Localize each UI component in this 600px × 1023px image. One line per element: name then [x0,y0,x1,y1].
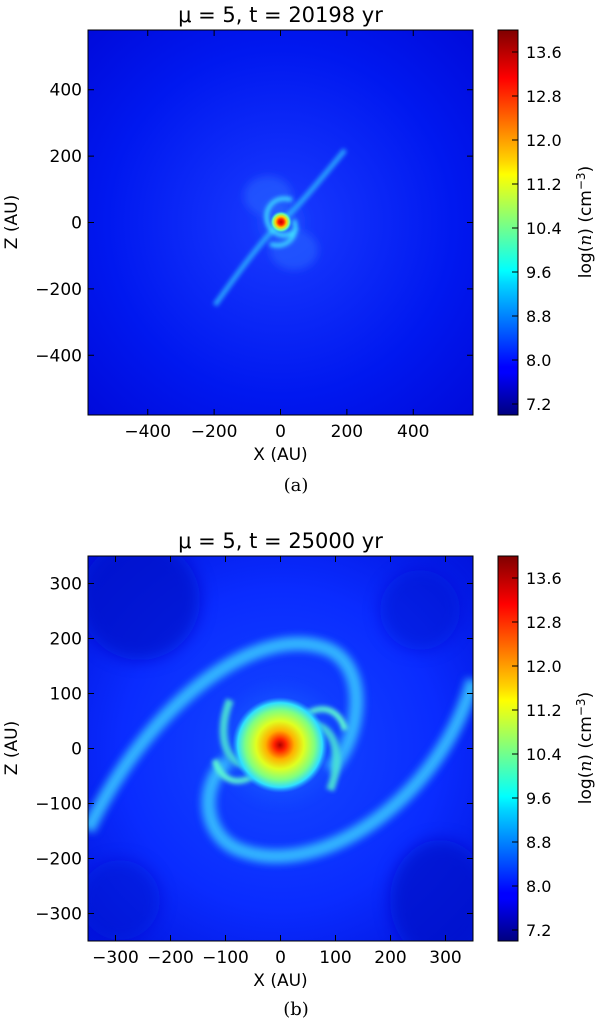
y-tick-label: 200 [50,630,82,650]
panel-a-title: μ = 5, t = 20198 yr [178,3,383,27]
x-tick-label: 400 [397,422,429,442]
colorbar-tick-label: 10.4 [526,745,562,764]
panel-a-colorbar-frame [497,29,519,416]
colorbar-tick-label: 8.0 [526,351,551,370]
panel-a-core [270,211,292,233]
colorbar-tick-label: 7.2 [526,921,551,940]
x-tick-label: 200 [374,948,406,968]
colorbar-tick-label: 13.6 [526,569,562,588]
panel-b-caption: (b) [283,999,309,1020]
panel-b-axes: −300 −200 −100 0 100 200 300 300 200 100 0 −100 −200… [35,556,473,968]
y-tick-label: 300 [50,575,82,595]
panel-a-colorbar-ticks: 13.6 12.8 12.0 11.2 10.4 9.6 8.8 8.0 7.2 [512,43,562,414]
panel-a-caption: (a) [284,475,309,496]
x-tick-label: −300 [92,948,139,968]
panel-b-spiral-arms [88,636,473,864]
x-tick-label: 0 [275,948,286,968]
panel-a-xlabel: X (AU) [253,445,307,465]
colorbar-tick-label: 8.8 [526,833,551,852]
colorbar-tick-label: 12.8 [526,613,562,632]
colorbar-tick-label: 9.6 [526,789,551,808]
y-tick-label: 0 [71,740,82,760]
y-tick-label: −200 [35,850,82,870]
y-tick-label: 400 [50,81,82,101]
y-tick-label: −200 [35,280,82,300]
panel-a: μ = 5, t = 20198 yr −400 −200 0 200 400 400 20… [2,3,596,496]
x-tick-label: −400 [124,422,171,442]
panel-b-colorbar-ticks: 13.6 12.8 12.0 11.2 10.4 9.6 8.8 8.0 7.2 [512,569,562,940]
colorbar-tick-label: 12.0 [526,131,562,150]
colorbar-tick-label: 11.2 [526,175,562,194]
colorbar-tick-label: 11.2 [526,701,562,720]
x-tick-label: −100 [202,948,249,968]
colorbar-tick-label: 10.4 [526,219,562,238]
colorbar-tick-label: 12.8 [526,87,562,106]
y-tick-label: −100 [35,795,82,815]
colorbar-tick-label: 13.6 [526,43,562,62]
panel-b: μ = 5, t = 25000 yr [2,529,596,1020]
x-tick-label: −200 [191,422,238,442]
y-tick-label: 100 [50,685,82,705]
panel-a-ylabel: Z (AU) [2,195,22,249]
panel-b-ylabel: Z (AU) [2,721,22,775]
colorbar-tick-label: 7.2 [526,395,551,414]
panel-b-xlabel: X (AU) [253,971,307,991]
panel-a-density-map [88,30,473,415]
panel-a-axes: −400 −200 0 200 400 400 200 0 −200 −400 [35,30,473,442]
y-tick-label: −400 [35,346,82,366]
x-tick-label: −200 [147,948,194,968]
colorbar-tick-label: 9.6 [526,263,551,282]
x-tick-label: 300 [429,948,461,968]
panel-b-title: μ = 5, t = 25000 yr [178,529,383,553]
colorbar-tick-label: 12.0 [526,657,562,676]
x-tick-label: 100 [319,948,351,968]
y-tick-label: −300 [35,905,82,925]
panel-a-colorbar-label: log(n) (cm−3) [574,166,596,278]
colorbar-tick-label: 8.0 [526,877,551,896]
panel-b-colorbar-label: log(n) (cm−3) [574,692,596,804]
y-tick-label: 0 [71,214,82,234]
panel-b-density-map [88,556,473,941]
panel-b-colorbar-frame [497,555,519,942]
y-tick-label: 200 [50,147,82,167]
panel-b-outer-field [88,556,473,941]
colorbar-tick-label: 8.8 [526,307,551,326]
x-tick-label: 200 [331,422,363,442]
x-tick-label: 0 [275,422,286,442]
panel-b-colorbar [498,556,518,941]
panel-a-colorbar [498,30,518,415]
panel-b-core [232,697,328,793]
